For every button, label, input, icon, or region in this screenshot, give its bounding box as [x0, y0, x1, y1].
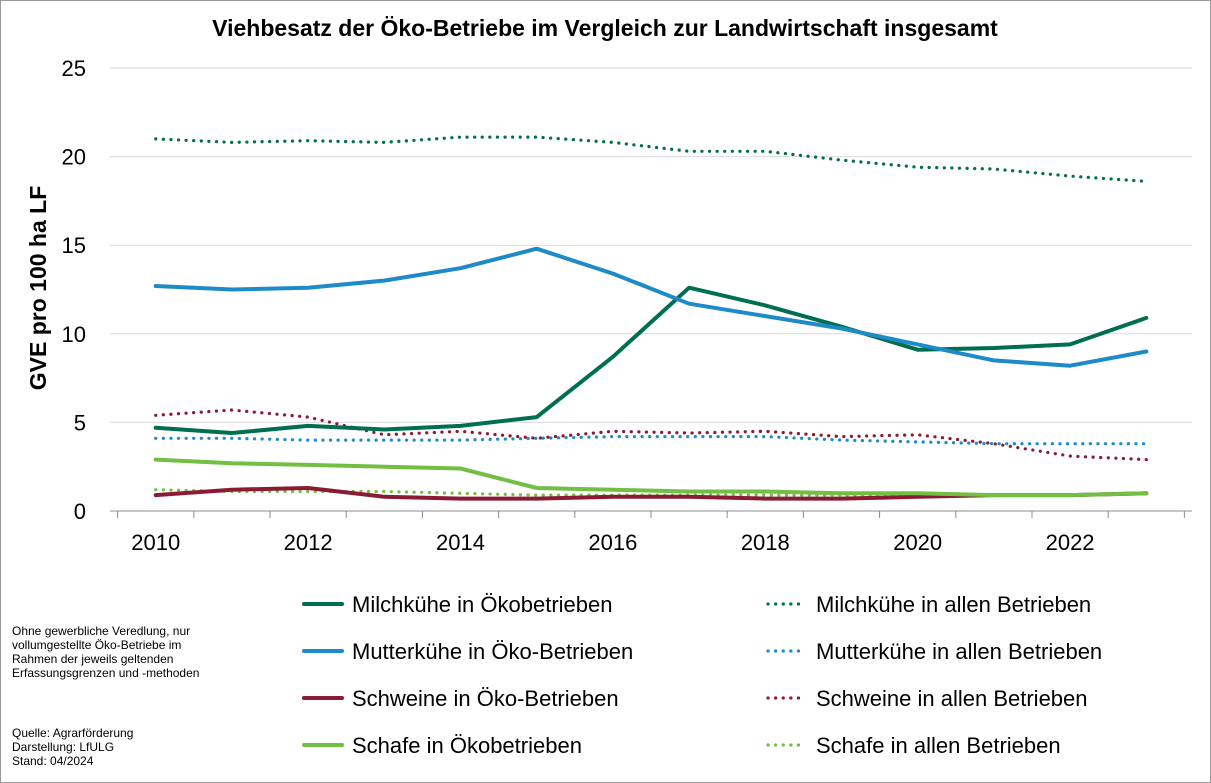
- x-tick-label: 2018: [741, 530, 790, 555]
- legend-label: Schweine in allen Betrieben: [816, 686, 1088, 711]
- footnote-line: Ohne gewerbliche Veredlung, nur: [12, 624, 191, 638]
- author-text: Darstellung: LfULG: [12, 740, 115, 754]
- x-tick-label: 2016: [588, 530, 637, 555]
- y-tick-label: 10: [62, 322, 86, 347]
- series-line-2: [154, 135, 1148, 183]
- legend-label: Mutterkühe in Öko-Betrieben: [352, 639, 633, 664]
- x-tick-label: 2010: [131, 530, 180, 555]
- y-axis-label: GVE pro 100 ha LF: [25, 186, 51, 391]
- footnote-line: Erfassungsgrenzen und -methoden: [12, 666, 200, 680]
- x-tick-label: 2022: [1046, 530, 1095, 555]
- series-lines: [153, 135, 1149, 501]
- legend-label: Schafe in allen Betrieben: [816, 733, 1061, 758]
- y-tick-label: 25: [62, 56, 86, 81]
- y-tick-label: 15: [62, 233, 86, 258]
- footnote: Ohne gewerbliche Veredlung, nur vollumges…: [12, 624, 232, 680]
- date-text: Stand: 04/2024: [12, 754, 94, 768]
- series-line-6: [154, 408, 1148, 462]
- legend-label: Schafe in Ökobetrieben: [352, 733, 582, 758]
- footnote-line: Rahmen der jeweils geltenden: [12, 652, 174, 666]
- chart-title: Viehbesatz der Öko-Betriebe im Vergleich…: [212, 15, 998, 41]
- x-tick-label: 2020: [893, 530, 942, 555]
- series-line-7: [153, 457, 1149, 498]
- series-line-4: [154, 435, 1148, 446]
- gridlines: [110, 67, 1192, 423]
- legend-label: Milchkühe in allen Betrieben: [816, 592, 1091, 617]
- footnote-line: vollumgestellte Öko-Betriebe im: [12, 638, 182, 652]
- series-line-3: [153, 246, 1149, 368]
- x-axis: 2010 2012 2014 2016 2018 2020 2022: [110, 510, 1192, 555]
- source-text: Quelle: Agrarförderung: [12, 726, 134, 740]
- legend-label: Schweine in Öko-Betrieben: [352, 686, 619, 711]
- y-tick-label: 5: [74, 410, 86, 435]
- y-tick-label: 20: [62, 145, 86, 170]
- series-line-1: [153, 285, 1149, 435]
- x-tick-label: 2012: [284, 530, 333, 555]
- x-tick-label: 2014: [436, 530, 485, 555]
- y-axis-ticks: 0 5 10 15 20 25: [62, 56, 86, 524]
- legend-label: Milchkühe in Ökobetrieben: [352, 592, 612, 617]
- y-tick-label: 0: [74, 499, 86, 524]
- legend: Milchkühe in Ökobetrieben Milchkühe in al…: [302, 592, 1102, 758]
- source-credits: Quelle: Agrarförderung Darstellung: LfUL…: [12, 726, 232, 768]
- legend-label: Mutterkühe in allen Betrieben: [816, 639, 1102, 664]
